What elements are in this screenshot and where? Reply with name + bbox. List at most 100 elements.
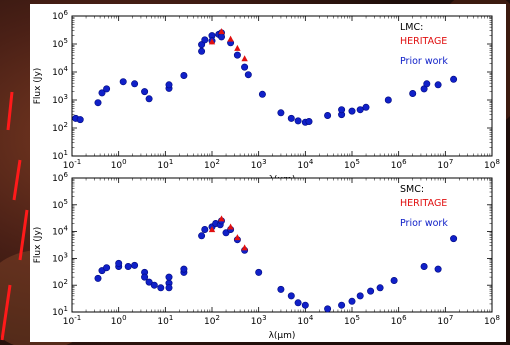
- y-tick-label: 101: [52, 305, 68, 318]
- x-tick-label: 107: [437, 158, 453, 171]
- data-point-prior: [301, 301, 309, 309]
- data-point-heritage: [227, 35, 234, 42]
- data-point-prior: [294, 117, 302, 125]
- y-tick-label: 106: [52, 171, 68, 184]
- data-point-prior: [420, 262, 428, 270]
- data-point-prior: [145, 278, 153, 286]
- data-point-prior: [141, 273, 149, 281]
- data-point-prior: [348, 107, 356, 115]
- data-point-prior: [324, 305, 332, 313]
- data-point-prior: [119, 78, 127, 86]
- x-tick-label: 105: [344, 314, 360, 327]
- y-tick-label: 103: [52, 93, 68, 106]
- y-axis: 101 102 103 104 105 106: [52, 171, 492, 318]
- x-tick-label: 103: [251, 158, 267, 171]
- smc-panel: 10-1 100 101 102 103 104 105 106 107 108 101 102 103…: [33, 171, 500, 341]
- data-point-prior: [338, 106, 346, 114]
- x-axis: 10-1 100 101 102 103 104 105 106 107 108: [63, 16, 500, 171]
- data-point-prior: [76, 116, 84, 124]
- legend-heritage: HERITAGE: [400, 198, 447, 209]
- data-point-prior: [180, 265, 188, 273]
- x-tick-label: 105: [344, 158, 360, 171]
- data-point-prior: [348, 297, 356, 305]
- y-tick-label: 101: [52, 149, 68, 162]
- legend: SMC: HERITAGE Prior work: [400, 184, 448, 229]
- data-point-prior: [165, 81, 173, 89]
- x-axis-label: λ(μm): [269, 331, 296, 341]
- data-point-prior: [277, 285, 285, 293]
- series-prior-work: [72, 29, 458, 126]
- data-point-prior: [131, 80, 139, 88]
- data-point-prior: [423, 80, 431, 88]
- data-point-prior: [244, 71, 252, 79]
- data-point-prior: [198, 232, 206, 240]
- data-point-prior: [434, 265, 442, 273]
- data-point-prior: [98, 89, 106, 97]
- data-point-prior: [157, 284, 165, 292]
- x-tick-label: 100: [111, 314, 127, 327]
- data-point-heritage: [234, 44, 241, 51]
- series-heritage: [208, 215, 248, 251]
- data-point-prior: [103, 264, 111, 272]
- data-point-prior: [450, 75, 458, 83]
- y-axis: 101 102 103 104 105 106: [52, 9, 492, 162]
- data-point-prior: [241, 63, 249, 71]
- data-point-heritage: [218, 215, 225, 222]
- data-point-heritage: [218, 28, 225, 35]
- data-point-prior: [287, 114, 295, 122]
- data-point-prior: [277, 109, 285, 117]
- x-tick-label: 104: [297, 158, 313, 171]
- x-tick-label: 102: [204, 314, 220, 327]
- data-point-heritage: [208, 38, 216, 45]
- data-point-prior: [180, 72, 188, 80]
- data-point-prior: [434, 81, 442, 89]
- data-point-prior: [376, 284, 384, 292]
- y-axis-label: Flux (Jy): [33, 227, 43, 264]
- data-point-prior: [198, 47, 206, 55]
- legend-prior-work: Prior work: [400, 218, 448, 229]
- data-point-heritage: [227, 223, 234, 230]
- y-tick-label: 102: [52, 121, 68, 134]
- x-tick-label: 101: [157, 314, 173, 327]
- data-point-prior: [362, 103, 370, 111]
- data-point-prior: [124, 262, 132, 270]
- data-point-prior: [409, 90, 417, 98]
- plot-frame: [71, 15, 493, 157]
- data-point-prior: [356, 106, 364, 114]
- x-tick-label: 106: [391, 158, 407, 171]
- data-point-prior: [450, 235, 458, 243]
- data-point-prior: [324, 112, 332, 120]
- data-point-prior: [145, 95, 153, 103]
- data-point-prior: [367, 287, 375, 295]
- x-tick-label: 103: [251, 314, 267, 327]
- data-point-prior: [356, 292, 364, 300]
- x-tick-label: 10-1: [63, 314, 81, 327]
- legend-title: SMC:: [400, 184, 424, 195]
- data-point-prior: [150, 281, 158, 289]
- x-tick-label: 100: [111, 158, 127, 171]
- data-point-prior: [141, 88, 149, 96]
- legend: LMC: HERITAGE Prior work: [400, 22, 448, 67]
- data-point-heritage: [241, 244, 248, 251]
- data-point-heritage: [208, 226, 216, 233]
- x-tick-label: 10-1: [63, 158, 81, 171]
- legend-title: LMC:: [400, 22, 423, 33]
- y-axis-label: Flux (Jy): [33, 68, 43, 105]
- data-point-prior: [233, 51, 241, 59]
- y-tick-label: 105: [52, 198, 68, 211]
- data-point-prior: [94, 99, 102, 107]
- data-point-prior: [258, 90, 266, 98]
- data-point-prior: [390, 276, 398, 284]
- data-point-prior: [287, 292, 295, 300]
- y-tick-label: 104: [52, 225, 68, 238]
- data-point-prior: [201, 226, 209, 234]
- data-point-prior: [218, 33, 226, 41]
- data-point-heritage: [241, 55, 248, 62]
- lmc-panel: 10-1 100 101 102 103 104 105 106 107 108 101 102 103…: [33, 9, 500, 185]
- data-point-prior: [255, 268, 263, 276]
- legend-heritage: HERITAGE: [400, 36, 447, 47]
- y-tick-label: 102: [52, 278, 68, 291]
- legend-prior-work: Prior work: [400, 56, 448, 67]
- x-tick-label: 108: [484, 158, 500, 171]
